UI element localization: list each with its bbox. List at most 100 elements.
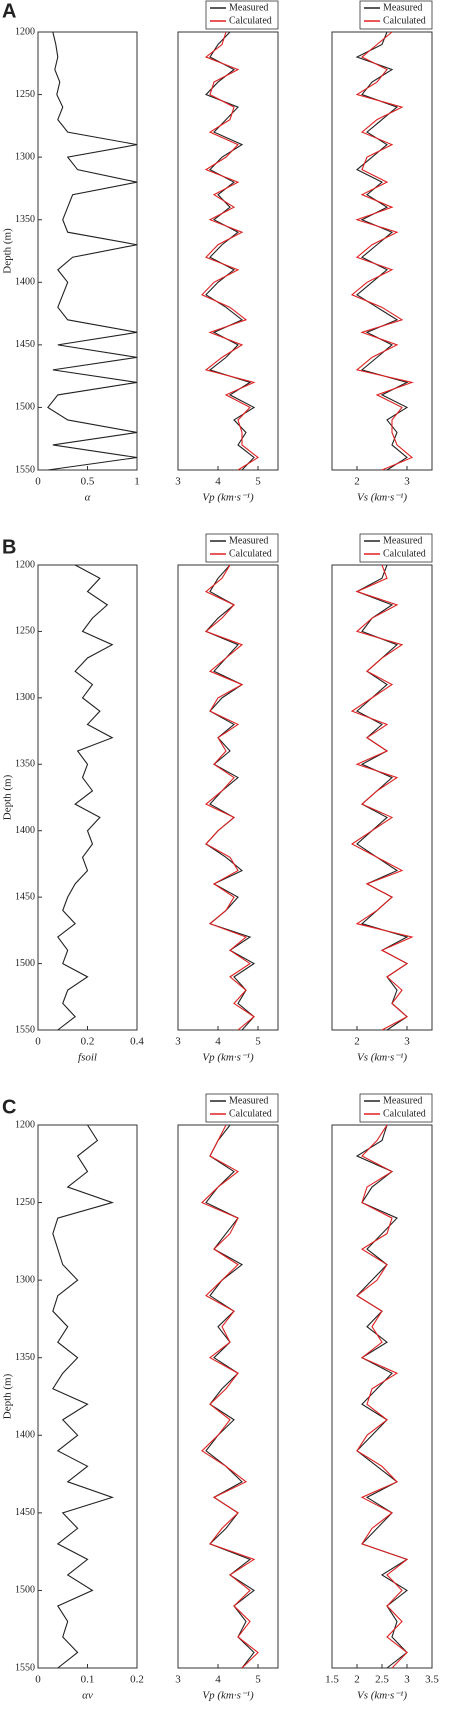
data-line [205, 1124, 255, 1669]
x-tick-label: 0.5 [81, 476, 95, 488]
x-tick-label: 3.5 [425, 1674, 439, 1686]
y-tick-label: 1550 [15, 1024, 35, 1035]
data-line [205, 31, 256, 471]
legend-label: Calculated [383, 548, 426, 559]
x-tick-label: 2 [354, 1036, 360, 1048]
x-tick-label: 1 [134, 476, 140, 488]
y-tick-label: 1200 [15, 559, 35, 570]
y-tick-label: 1250 [15, 1197, 35, 1208]
legend-box [359, 0, 433, 30]
x-tick-label: 4 [215, 476, 221, 488]
x-tick-label: 0.2 [130, 1674, 144, 1686]
legend-box [205, 533, 279, 563]
y-axis-label: Depth (m) [2, 774, 14, 820]
y-tick-label: 1350 [15, 214, 35, 225]
legend-label: Calculated [383, 1108, 426, 1119]
y-tick-label: 1300 [15, 1274, 35, 1285]
x-tick-label: 5 [255, 1036, 261, 1048]
y-tick-label: 1450 [15, 891, 35, 902]
y-tick-label: 1400 [15, 825, 35, 836]
x-tick-label: 3 [175, 1674, 181, 1686]
x-tick-label: 3 [404, 1674, 410, 1686]
x-tick-label: 2 [354, 1674, 360, 1686]
x-axis-label: Vp (km·s⁻¹) [202, 1690, 254, 1702]
x-axis-label: Vs (km·s⁻¹) [357, 1052, 407, 1064]
data-line [356, 1124, 409, 1669]
y-tick-label: 1300 [15, 151, 35, 162]
data-line [355, 564, 409, 1031]
y-tick-label: 1550 [15, 464, 35, 475]
x-axis-label: Vp (km·s⁻¹) [202, 492, 254, 504]
plot-frame [37, 1124, 138, 1669]
plot-frame [37, 564, 138, 1031]
x-tick-label: 0 [35, 476, 41, 488]
x-tick-label: 4 [215, 1674, 221, 1686]
x-tick-label: 0.1 [81, 1674, 95, 1686]
plot-frame [37, 31, 138, 471]
x-axis-label: α [85, 492, 91, 504]
x-tick-label: 2 [354, 476, 360, 488]
x-tick-label: 0.4 [130, 1036, 144, 1048]
x-tick-label: 0 [35, 1674, 41, 1686]
x-tick-label: 3 [175, 476, 181, 488]
legend-label: Measured [383, 2, 422, 13]
legend-label: Measured [229, 2, 268, 13]
plot-frame [331, 564, 433, 1031]
y-tick-label: 1500 [15, 958, 35, 969]
x-tick-label: 4 [215, 1036, 221, 1048]
x-axis-label: Vs (km·s⁻¹) [357, 492, 407, 504]
legend-label: Calculated [229, 1108, 272, 1119]
y-tick-label: 1300 [15, 692, 35, 703]
data-line [57, 564, 114, 1031]
data-line [204, 564, 255, 1031]
y-tick-label: 1350 [15, 1352, 35, 1363]
plot-frame [177, 1124, 279, 1669]
x-tick-label: 3 [404, 476, 410, 488]
x-tick-label: 0.2 [81, 1036, 95, 1048]
legend-label: Measured [229, 1095, 268, 1106]
data-line [52, 1124, 115, 1669]
plot-frame [177, 31, 279, 471]
y-tick-label: 1400 [15, 277, 35, 288]
legend-label: Calculated [229, 15, 272, 26]
legend-label: Calculated [383, 15, 426, 26]
x-axis-label: fsoil [78, 1052, 97, 1064]
x-tick-label: 3 [404, 1036, 410, 1048]
panel-label: B [2, 536, 16, 558]
data-line [350, 31, 414, 471]
x-axis-label: Vs (km·s⁻¹) [357, 1690, 407, 1702]
y-tick-label: 1450 [15, 339, 35, 350]
y-tick-label: 1550 [15, 1662, 35, 1673]
legend-label: Measured [383, 535, 422, 546]
x-axis-label: αv [82, 1690, 93, 1702]
legend-label: Calculated [229, 548, 272, 559]
y-tick-label: 1350 [15, 759, 35, 770]
x-tick-label: 5 [255, 476, 261, 488]
y-tick-label: 1250 [15, 89, 35, 100]
data-line [350, 564, 414, 1031]
plot-frame [177, 564, 279, 1031]
x-tick-label: 1.5 [325, 1674, 339, 1686]
y-tick-label: 1450 [15, 1507, 35, 1518]
x-tick-label: 3 [175, 1036, 181, 1048]
legend-box [359, 1093, 433, 1123]
y-tick-label: 1200 [15, 1119, 35, 1130]
y-axis-label: Depth (m) [2, 228, 14, 274]
x-axis-label: Vp (km·s⁻¹) [202, 1052, 254, 1064]
plot-frame [331, 31, 433, 471]
y-tick-label: 1400 [15, 1430, 35, 1441]
legend-label: Measured [383, 1095, 422, 1106]
y-tick-label: 1500 [15, 1585, 35, 1596]
data-line [201, 31, 259, 471]
panel-label: A [2, 0, 16, 22]
y-tick-label: 1500 [15, 402, 35, 413]
x-tick-label: 5 [255, 1674, 261, 1686]
data-line [355, 31, 409, 471]
plot-frame [331, 1124, 433, 1669]
data-line [201, 1124, 259, 1669]
x-tick-label: 0 [35, 1036, 41, 1048]
data-line [355, 1124, 409, 1669]
x-tick-label: 2.5 [375, 1674, 389, 1686]
